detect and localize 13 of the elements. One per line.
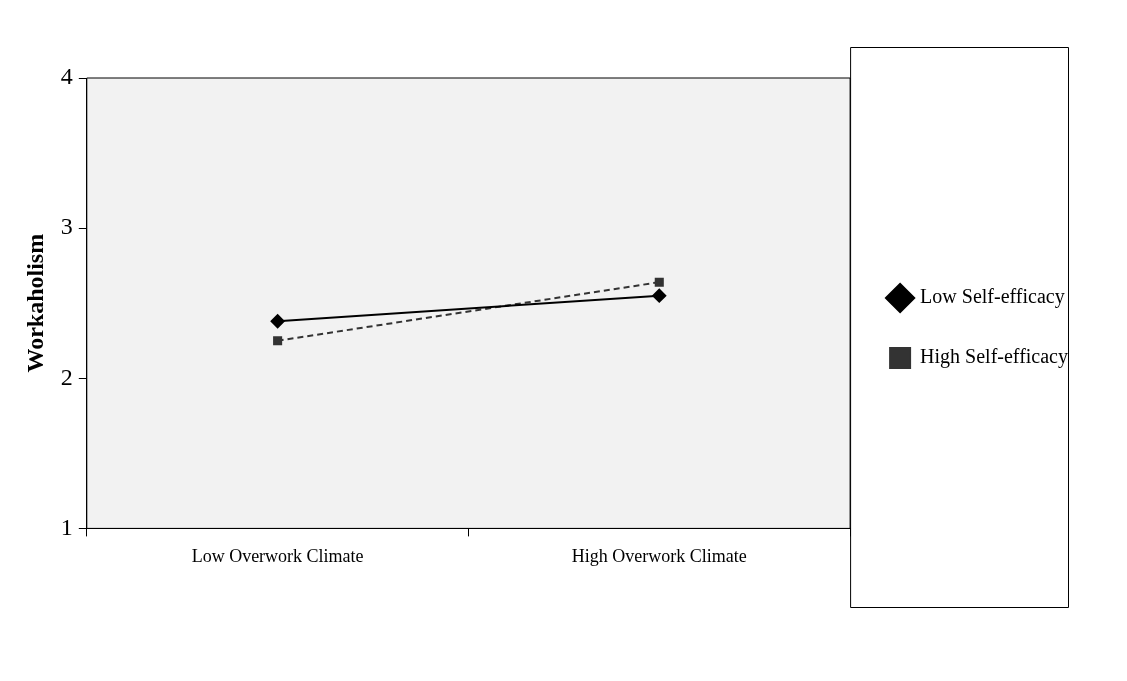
legend-label: Low Self-efficacy bbox=[920, 285, 1065, 309]
y-axis-title: Workaholism bbox=[21, 233, 48, 373]
y-tick-label: 1 bbox=[60, 513, 73, 540]
point bbox=[273, 336, 283, 346]
point bbox=[270, 314, 285, 329]
y-tick-label: 3 bbox=[60, 213, 73, 240]
point bbox=[654, 277, 664, 287]
y-tick-label: 4 bbox=[60, 63, 73, 90]
point bbox=[652, 288, 667, 303]
y-tick-label: 2 bbox=[60, 363, 73, 390]
x-tick-label: High Overwork Climate bbox=[571, 545, 747, 566]
x-tick-label: Low Overwork Climate bbox=[191, 545, 364, 566]
legend-label: High Self-efficacy bbox=[920, 345, 1069, 369]
